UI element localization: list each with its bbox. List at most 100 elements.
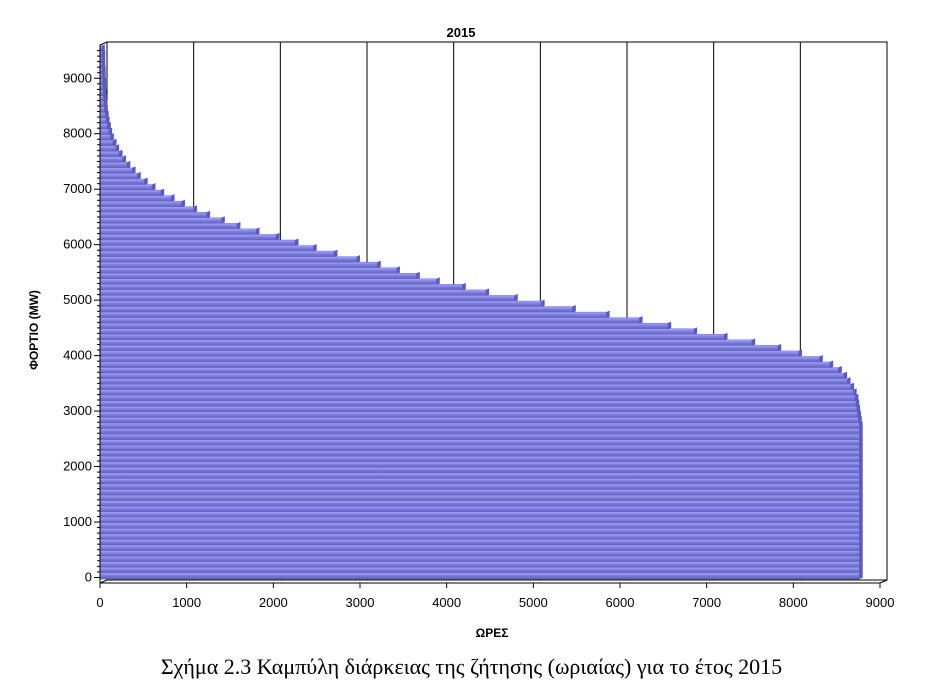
- x-tick-label: 8000: [779, 595, 808, 610]
- bar-end: [485, 288, 490, 297]
- bar-end: [850, 382, 855, 391]
- bar-end: [606, 310, 610, 319]
- bar-end: [396, 266, 400, 275]
- x-tick-label: 5000: [519, 595, 548, 610]
- bar-end: [859, 476, 863, 485]
- bar-end: [843, 371, 848, 380]
- y-tick-label: 4000: [63, 348, 92, 363]
- y-axis-title: ΦΟΡΤΙΟ (MW): [27, 290, 41, 370]
- y-tick-label: 2000: [63, 459, 92, 474]
- bar-end: [859, 510, 863, 519]
- bar-end: [859, 526, 863, 535]
- bar: [99, 572, 860, 580]
- bar-end: [377, 260, 381, 269]
- bar-end: [856, 404, 861, 413]
- bar-end: [101, 49, 106, 58]
- bar-end: [462, 282, 466, 291]
- bar-end: [859, 504, 863, 513]
- bar-end: [313, 244, 317, 252]
- bar-end: [859, 488, 863, 496]
- bar-end: [106, 116, 110, 125]
- bar-end: [859, 427, 863, 435]
- bar-end: [572, 305, 576, 313]
- bar-end: [356, 255, 361, 263]
- bar-end: [334, 249, 338, 258]
- bar-end: [105, 110, 109, 119]
- bar-end: [859, 438, 863, 447]
- bar-end: [171, 194, 175, 202]
- bar-end: [102, 83, 107, 92]
- bar-end: [859, 443, 863, 452]
- x-tick-label: 4000: [432, 595, 461, 610]
- bar-end: [416, 271, 420, 280]
- bar-end: [221, 216, 225, 225]
- bar-end: [819, 354, 823, 363]
- bar-end: [108, 127, 113, 136]
- bar-end: [859, 421, 863, 430]
- y-tick-label: 3000: [63, 403, 92, 418]
- x-tick-label: 1000: [172, 595, 201, 610]
- bar-end: [859, 465, 863, 474]
- bar-end: [103, 94, 107, 103]
- bar-end: [859, 521, 863, 530]
- y-tick-label: 8000: [63, 126, 92, 141]
- bar-end: [160, 188, 165, 197]
- bar-end: [853, 388, 857, 397]
- chart-title: 2015: [447, 25, 476, 40]
- bar-end: [132, 166, 136, 175]
- figure-caption: Σχήμα 2.3 Καμπύλη διάρκειας της ζήτησης …: [160, 654, 783, 679]
- bar-end: [236, 221, 241, 230]
- bar-end: [777, 343, 782, 352]
- floor-edge: [879, 579, 888, 584]
- bar-end: [855, 399, 860, 408]
- bar-end: [102, 72, 106, 80]
- bar-end: [436, 277, 440, 286]
- bar-end: [859, 482, 863, 491]
- bar-end: [107, 122, 111, 130]
- bar-end: [256, 227, 260, 236]
- bar-end: [144, 177, 148, 186]
- y-tick-label: 6000: [63, 237, 92, 252]
- bar-end: [847, 377, 851, 386]
- bar-end: [206, 210, 211, 219]
- x-tick-label: 2000: [259, 595, 288, 610]
- bar-end: [798, 349, 803, 358]
- bar-end: [859, 454, 863, 463]
- bar-end: [101, 60, 106, 69]
- bar-end: [854, 393, 859, 402]
- bar-end: [110, 133, 114, 141]
- x-tick-label: 9000: [866, 595, 895, 610]
- bar-end: [838, 366, 842, 374]
- bar-end: [102, 77, 107, 86]
- bar-end: [859, 532, 863, 541]
- bar-end: [103, 88, 107, 97]
- bar-end: [113, 138, 117, 147]
- bar-end: [193, 205, 198, 214]
- y-tick-label: 1000: [63, 514, 92, 529]
- bar-end: [858, 415, 862, 424]
- x-tick-label: 3000: [346, 595, 375, 610]
- bar-end: [103, 99, 108, 108]
- bar-end: [115, 144, 120, 153]
- x-tick-label: 7000: [692, 595, 721, 610]
- bar-end: [152, 183, 156, 191]
- y-tick-label: 0: [85, 569, 92, 584]
- y-tick-label: 7000: [63, 181, 92, 196]
- bar-end: [724, 332, 728, 341]
- y-tick-labels: 0 1000 2000 3000 4000 5000 6000 7000 8000 9000: [63, 50, 100, 584]
- bar-end: [102, 66, 106, 75]
- bar-end: [859, 499, 863, 508]
- bar-end: [295, 238, 299, 247]
- wall-edge: [99, 41, 108, 46]
- bar-end: [859, 554, 863, 563]
- bar-end: [859, 493, 863, 502]
- x-tick-label: 0: [96, 595, 103, 610]
- bar-end: [859, 449, 863, 458]
- x-axis-title: ΩΡΕΣ: [476, 626, 509, 640]
- bar-end: [829, 360, 834, 369]
- bar-end: [122, 155, 127, 164]
- bar-end: [126, 160, 131, 169]
- axes: [99, 41, 888, 584]
- bar-end: [859, 432, 863, 441]
